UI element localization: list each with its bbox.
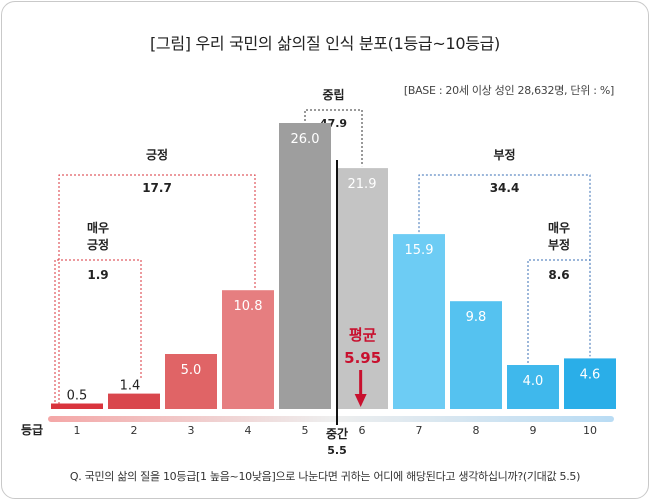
bar-value-label: 4.6 bbox=[580, 367, 601, 382]
group-label-very-positive-2: 긍정 bbox=[87, 237, 109, 252]
tick-label: 8 bbox=[473, 424, 480, 437]
bracket-negative bbox=[418, 174, 591, 357]
midpoint-label: 중간 bbox=[326, 426, 348, 441]
mean-label: 평균 bbox=[349, 326, 377, 344]
tick-label: 7 bbox=[416, 424, 423, 437]
group-value-negative: 34.4 bbox=[490, 181, 520, 195]
bracket-very-positive bbox=[54, 259, 142, 402]
group-label-negative: 부정 bbox=[493, 147, 515, 162]
mean-value: 5.95 bbox=[344, 349, 381, 367]
tick-label: 1 bbox=[74, 424, 81, 437]
axis-band bbox=[48, 416, 614, 422]
bar-6 bbox=[336, 168, 388, 409]
group-value-very-positive: 1.9 bbox=[87, 268, 108, 282]
x-axis: 등급 1 2 3 4 5 6 7 8 9 10 bbox=[21, 416, 614, 437]
bar-value-label: 0.5 bbox=[67, 389, 88, 404]
bracket-neutral bbox=[304, 109, 363, 167]
bar-7 bbox=[393, 234, 445, 409]
group-label-neutral: 중립 bbox=[322, 88, 344, 102]
bar-9 bbox=[507, 365, 559, 409]
tick-label: 5 bbox=[302, 424, 309, 437]
bar-value-label: 1.4 bbox=[120, 379, 141, 394]
tick-label: 3 bbox=[188, 424, 195, 437]
bar-value-label: 26.0 bbox=[291, 132, 320, 147]
bar-value-label: 15.9 bbox=[405, 243, 434, 258]
group-label-very-negative-1: 매우 bbox=[548, 220, 570, 235]
group-label-very-positive-1: 매우 bbox=[87, 220, 109, 235]
bracket-very-negative bbox=[527, 259, 591, 363]
bar-10 bbox=[564, 358, 616, 409]
tick-label: 2 bbox=[131, 424, 138, 437]
bars: 0.5 1.4 5.0 10.8 26.0 21.9 15.9 9.8 4.0 4.6 bbox=[51, 123, 616, 409]
group-value-positive: 17.7 bbox=[142, 181, 172, 195]
tick-label: 9 bbox=[530, 424, 537, 437]
bar-value-label: 21.9 bbox=[348, 177, 377, 192]
tick-label: 10 bbox=[583, 424, 597, 437]
x-axis-label: 등급 bbox=[21, 423, 43, 437]
chart-title: [그림] 우리 국민의 삶의질 인식 분포(1등급~10등급) bbox=[149, 34, 500, 53]
bar-8 bbox=[450, 301, 502, 409]
tick-label: 6 bbox=[359, 424, 366, 437]
survey-question: Q. 국민의 삶의 질을 10등급[1 높음~10낮음]으로 나눈다면 귀하는 … bbox=[69, 470, 581, 483]
bracket-positive bbox=[58, 174, 256, 404]
markers: 중간 5.5 평균 5.95 bbox=[326, 160, 381, 457]
bar-3 bbox=[165, 354, 217, 409]
midpoint-value: 5.5 bbox=[327, 444, 347, 457]
bar-value-label: 5.0 bbox=[181, 363, 202, 378]
bar-1 bbox=[51, 403, 103, 409]
bar-value-label: 10.8 bbox=[234, 299, 263, 314]
bar-4 bbox=[222, 290, 274, 409]
bar-2 bbox=[108, 393, 160, 409]
bar-value-label: 4.0 bbox=[523, 374, 544, 389]
base-note: [BASE : 20세 이상 성인 28,632명, 단위 : %] bbox=[403, 84, 614, 97]
bar-value-label: 9.8 bbox=[466, 310, 487, 325]
group-label-very-negative-2: 부정 bbox=[548, 237, 570, 252]
mean-arrow-head bbox=[354, 394, 367, 407]
group-label-positive: 긍정 bbox=[146, 147, 168, 162]
bar-5 bbox=[279, 123, 331, 409]
tick-label: 4 bbox=[245, 424, 252, 437]
group-value-very-negative: 8.6 bbox=[548, 268, 569, 282]
